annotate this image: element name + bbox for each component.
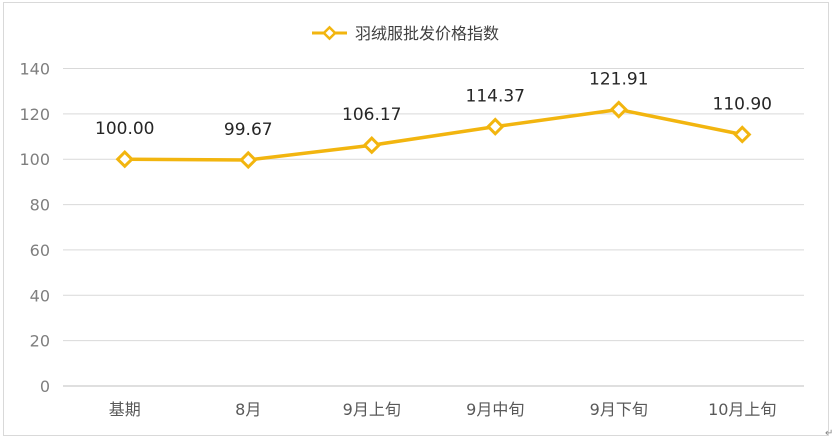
x-tick-label: 8月 [235, 400, 261, 419]
data-label: 110.90 [713, 94, 772, 114]
data-label: 121.91 [589, 70, 648, 90]
y-tick-label: 20 [30, 332, 50, 351]
data-label: 106.17 [342, 105, 401, 125]
y-tick-label: 0 [40, 377, 50, 396]
y-tick-label: 40 [30, 286, 50, 305]
y-tick-label: 100 [19, 150, 50, 169]
x-tick-label: 基期 [109, 400, 141, 419]
x-tick-label: 10月上旬 [708, 400, 776, 419]
legend-diamond-marker [322, 25, 337, 41]
data-point [362, 136, 381, 155]
data-label: 114.37 [466, 87, 525, 107]
data-point [486, 117, 505, 136]
y-tick-label: 120 [19, 105, 50, 124]
chart-frame [3, 2, 829, 436]
legend-label: 羽绒服批发价格指数 [355, 24, 499, 43]
data-point [609, 100, 628, 119]
y-tick-label: 60 [30, 241, 50, 260]
y-axis-tick-labels: 0 20 40 60 80 100 120 140 [19, 60, 50, 397]
y-tick-label: 140 [19, 60, 50, 79]
x-tick-label: 9月中旬 [466, 400, 524, 419]
paragraph-mark-icon: ↵ [825, 428, 834, 439]
grid-lines [63, 68, 804, 387]
data-label: 100.00 [95, 119, 154, 139]
x-tick-label: 9月上旬 [343, 400, 401, 419]
data-point [733, 125, 752, 144]
series-group: 100.00 99.67 106.17 114.37 121.91 110.90 [95, 70, 772, 170]
data-point [239, 150, 258, 170]
data-point [115, 150, 134, 169]
data-label: 99.67 [224, 120, 273, 140]
y-tick-label: 80 [30, 196, 50, 215]
x-axis-tick-labels: 基期 8月 9月上旬 9月中旬 9月下旬 10月上旬 [109, 400, 777, 419]
legend: 羽绒服批发价格指数 [312, 24, 499, 43]
series-line [124, 107, 743, 162]
x-tick-label: 9月下旬 [590, 400, 648, 419]
